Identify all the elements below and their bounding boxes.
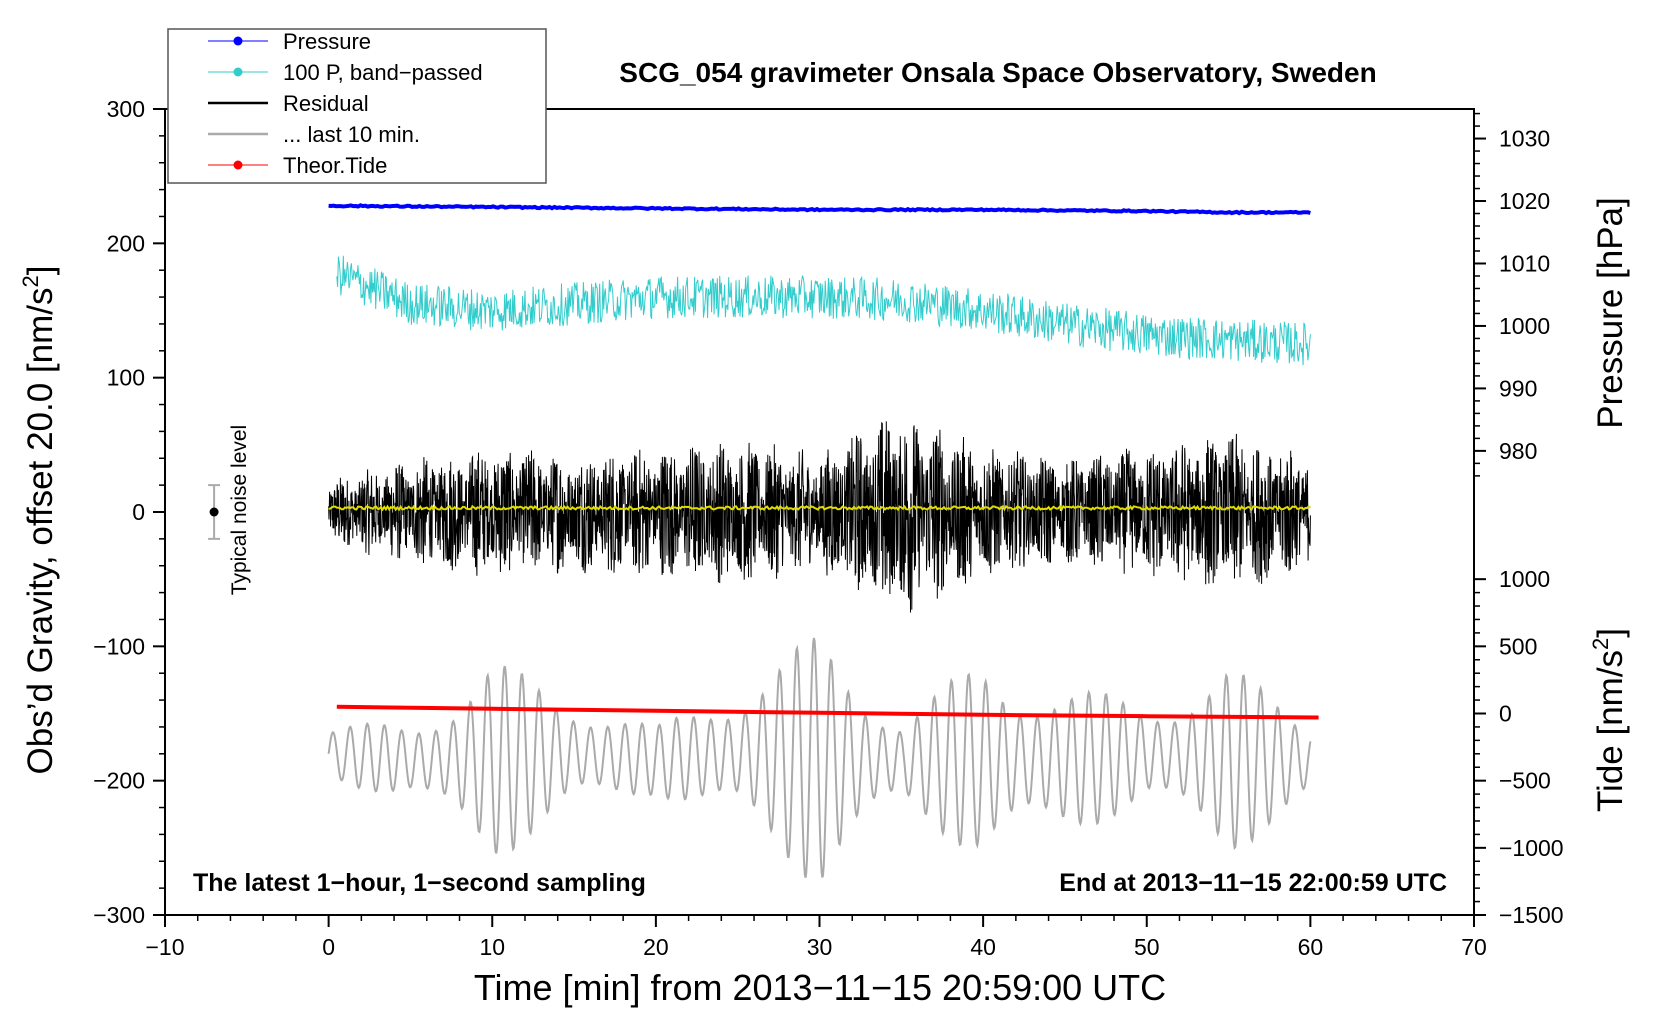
pressure-tick-label: 990 bbox=[1499, 375, 1537, 401]
annotation-sampling: The latest 1−hour, 1−second sampling bbox=[193, 869, 646, 897]
x-tick-label: 20 bbox=[643, 934, 669, 960]
tide-tick-label: −1500 bbox=[1499, 902, 1564, 928]
x-tick-label: 10 bbox=[479, 934, 505, 960]
y-axis-pressure: 980 990 1000 1010 1020 1030 bbox=[1474, 112, 1550, 477]
legend-label: 100 P, band−passed bbox=[283, 60, 483, 85]
series-layer bbox=[327, 203, 1319, 878]
x-axis-label: Time [min] from 2013−11−15 20:59:00 UTC bbox=[474, 967, 1166, 1008]
noise-level-indicator bbox=[208, 484, 221, 540]
noise-level-label: Typical noise level bbox=[228, 425, 251, 595]
y-axis-pressure-label: Pressure [hPa] bbox=[1591, 197, 1630, 429]
pressure-tick-label: 1030 bbox=[1499, 126, 1550, 152]
tide-tick-label: 500 bbox=[1499, 633, 1537, 659]
tide-tick-label: 0 bbox=[1499, 701, 1512, 727]
y-tick-label: 0 bbox=[132, 499, 145, 525]
legend-label: Residual bbox=[283, 91, 369, 116]
x-tick-label: 60 bbox=[1298, 934, 1324, 960]
legend-box bbox=[167, 28, 547, 184]
x-axis: −10 0 10 20 30 40 50 60 70 bbox=[145, 915, 1487, 960]
x-tick-label: 70 bbox=[1461, 934, 1487, 960]
tide-tick-label: −500 bbox=[1499, 768, 1551, 794]
annotation-end-time: End at 2013−11−15 22:00:59 UTC bbox=[1059, 869, 1447, 897]
x-tick-label: 0 bbox=[322, 934, 335, 960]
x-tick-label: 40 bbox=[970, 934, 996, 960]
series-band-passed-pressure bbox=[336, 255, 1311, 366]
y-tick-label: 100 bbox=[107, 365, 145, 391]
series-theoretical-tide bbox=[336, 704, 1319, 720]
y-axis-left: −300 −200 −100 0 100 200 300 bbox=[93, 96, 165, 928]
legend-marker bbox=[233, 160, 243, 170]
noise-center-dot bbox=[209, 507, 219, 517]
pressure-tick-label: 980 bbox=[1499, 438, 1537, 464]
legend: Pressure 100 P, band−passed Residual ... la… bbox=[167, 28, 547, 184]
y-tick-label: −100 bbox=[93, 633, 145, 659]
pressure-tick-label: 1000 bbox=[1499, 313, 1550, 339]
tide-tick-label: −1000 bbox=[1499, 835, 1564, 861]
series-pressure bbox=[328, 203, 1311, 216]
x-tick-label: 50 bbox=[1134, 934, 1160, 960]
pressure-tick-label: 1020 bbox=[1499, 188, 1550, 214]
y-axis-tide-label: Tide [nm/s2] bbox=[1588, 628, 1630, 812]
series-last-10-min bbox=[327, 637, 1312, 878]
legend-marker bbox=[233, 36, 243, 46]
tide-tick-label: 1000 bbox=[1499, 566, 1550, 592]
legend-marker bbox=[233, 67, 243, 77]
series-residual bbox=[328, 421, 1311, 613]
x-tick-label: −10 bbox=[145, 934, 184, 960]
x-tick-label: 30 bbox=[807, 934, 833, 960]
pressure-tick-label: 1010 bbox=[1499, 250, 1550, 276]
chart-title: SCG_054 gravimeter Onsala Space Observat… bbox=[619, 57, 1376, 88]
series-residual-smoothed bbox=[328, 504, 1312, 512]
y-tick-label: 200 bbox=[107, 230, 145, 256]
y-tick-label: −300 bbox=[93, 902, 145, 928]
y-axis-left-label: Obs’d Gravity, offset 20.0 [nm/s2] bbox=[18, 266, 60, 775]
y-tick-label: 300 bbox=[107, 96, 145, 122]
legend-label: Theor.Tide bbox=[283, 153, 387, 178]
legend-label: ... last 10 min. bbox=[283, 122, 420, 147]
legend-label: Pressure bbox=[283, 29, 371, 54]
y-tick-label: −200 bbox=[93, 768, 145, 794]
y-axis-tide: −1500 −1000 −500 0 500 1000 bbox=[1474, 566, 1564, 928]
